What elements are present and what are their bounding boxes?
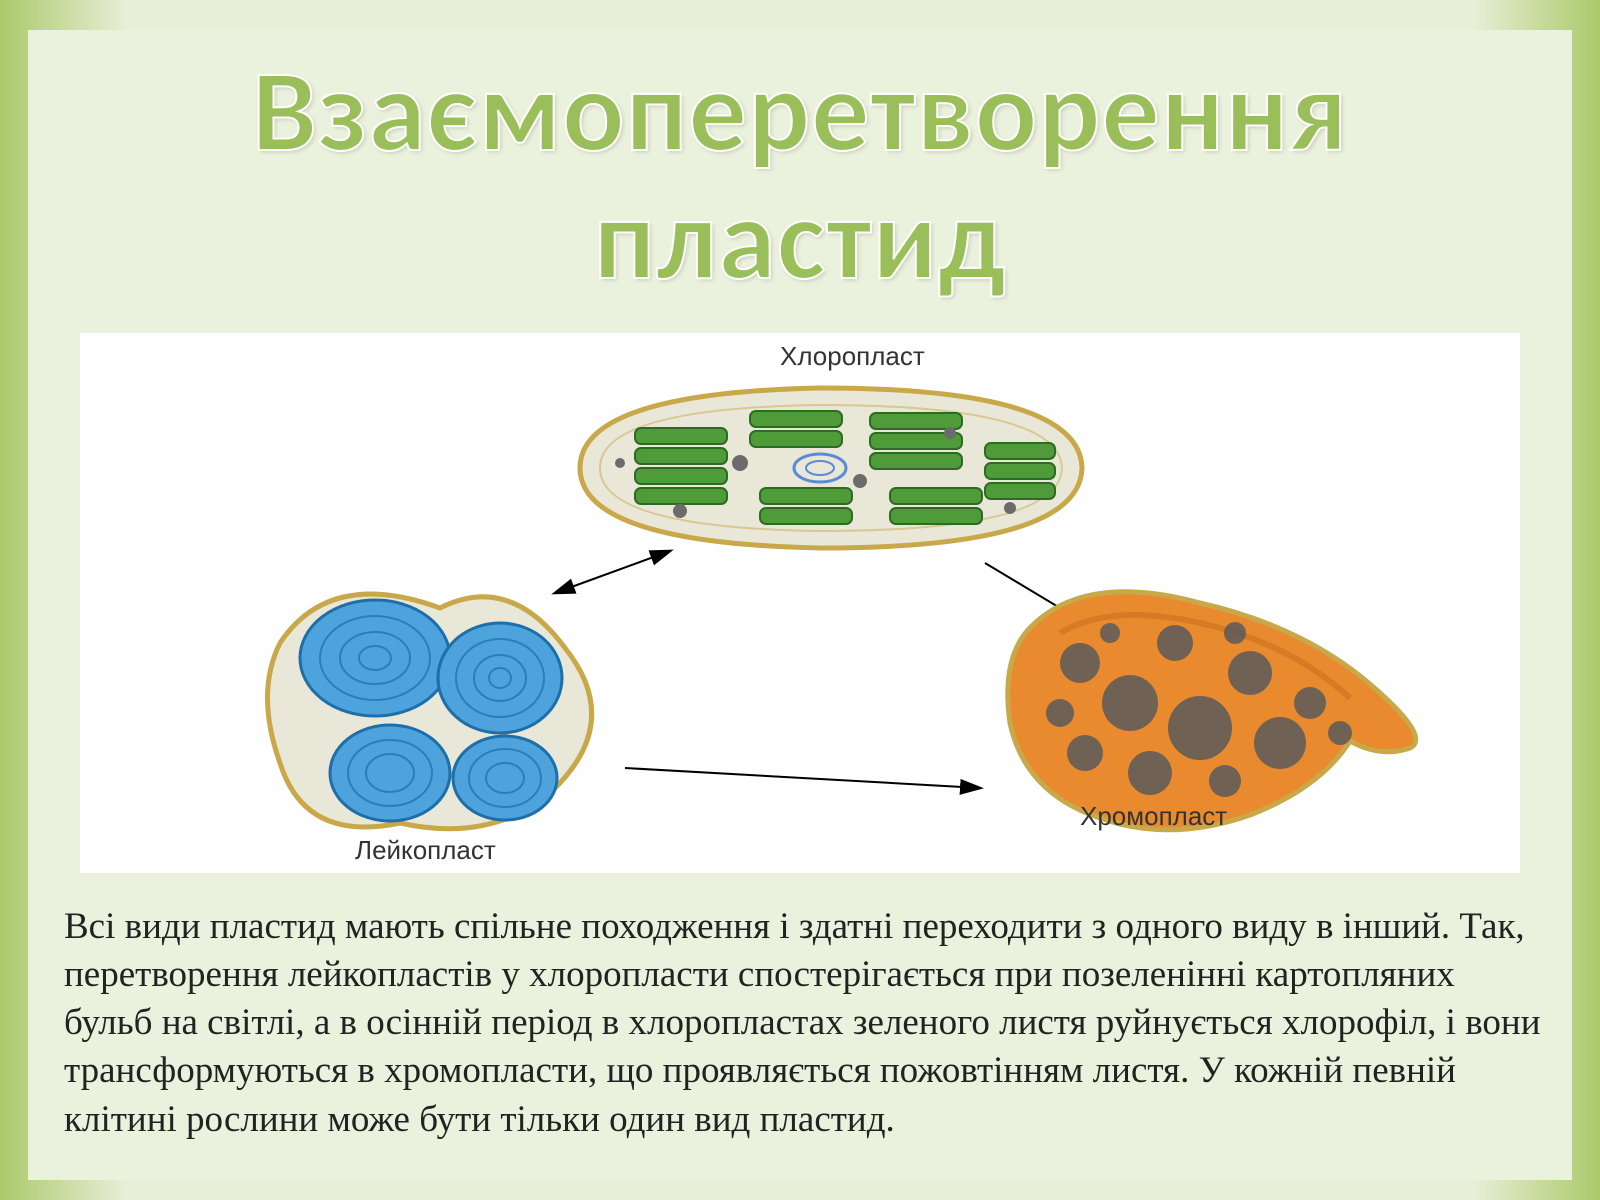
chromoplast-node xyxy=(1008,592,1416,830)
edge-leuco-chloro xyxy=(555,551,670,593)
leucoplast-label: Лейкопласт xyxy=(355,835,496,866)
leucoplast-node xyxy=(268,594,592,829)
slide-title: Взаємоперетворення пластид xyxy=(28,30,1572,333)
diagram-container: Хлоропласт Лейкопласт Хромопласт xyxy=(80,333,1520,873)
plastid-diagram xyxy=(80,333,1520,873)
edge-leuco-chromo xyxy=(625,768,980,788)
slide-inner: Взаємоперетворення пластид xyxy=(28,30,1572,1180)
chloroplast-node xyxy=(580,388,1082,548)
slide-frame: Взаємоперетворення пластид xyxy=(0,0,1600,1200)
chloroplast-label: Хлоропласт xyxy=(780,341,925,372)
chromoplast-label: Хромопласт xyxy=(1080,801,1227,832)
body-text: Всі види пластид мають спільне походженн… xyxy=(28,873,1572,1143)
